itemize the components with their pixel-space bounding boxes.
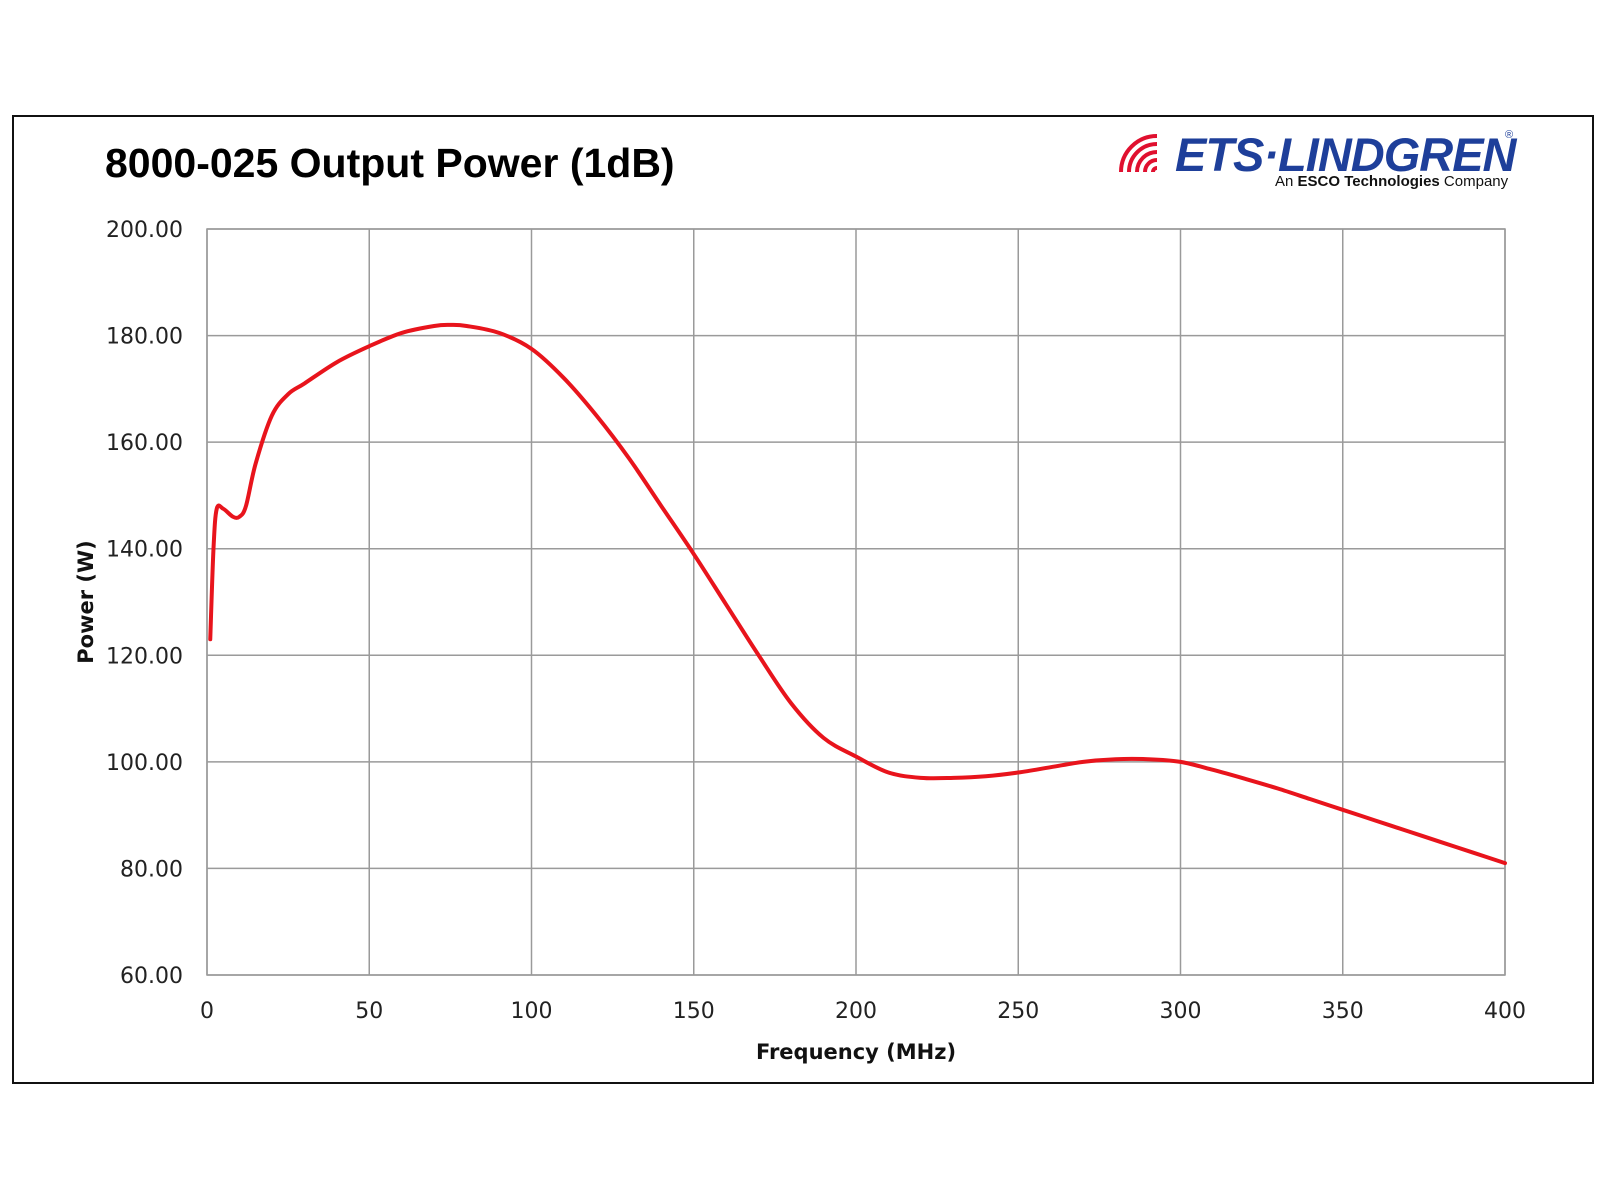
y-tick-label: 180.00 [106,325,183,350]
x-axis-label: Frequency (MHz) [756,1040,956,1064]
y-tick-label: 100.00 [106,751,183,776]
x-tick-label: 400 [1484,999,1526,1024]
x-tick-label: 350 [1322,999,1364,1024]
y-axis-label: Power (W) [74,540,98,664]
signal-waves-icon [1119,134,1158,173]
x-tick-label: 100 [511,999,553,1024]
y-tick-label: 160.00 [106,431,183,456]
x-tick-label: 150 [673,999,715,1024]
y-tick-label: 200.00 [106,218,183,243]
y-tick-label: 80.00 [120,857,183,882]
chart-title: 8000-025 Output Power (1dB) [105,140,675,186]
logo-wordmark: ETS·LINDGREN [1175,128,1516,181]
company-logo: ETS·LINDGREN ® An ESCO Technologies Comp… [1119,125,1520,195]
x-tick-label: 250 [997,999,1039,1024]
y-tick-label: 60.00 [120,964,183,989]
tagline-suffix: Company [1439,173,1509,190]
logo-tagline: An ESCO Technologies Company [1275,173,1508,190]
x-tick-label: 300 [1160,999,1202,1024]
y-tick-label: 120.00 [106,644,183,669]
y-tick-label: 140.00 [106,538,183,563]
tagline-prefix: An [1275,173,1298,190]
tagline-brand: ESCO Technologies [1297,173,1440,190]
x-tick-label: 200 [835,999,877,1024]
x-tick-label: 50 [355,999,383,1024]
x-tick-label: 0 [200,999,214,1024]
registered-mark: ® [1505,129,1514,141]
series-line [208,322,1507,866]
